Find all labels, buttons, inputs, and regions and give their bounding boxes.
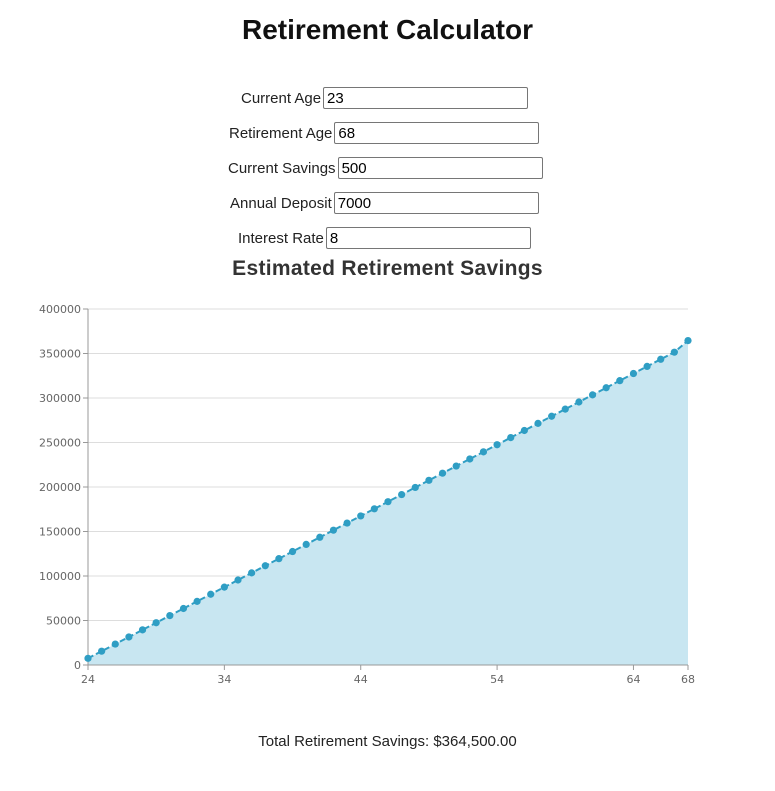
data-point-43 (670, 348, 678, 356)
total-savings: Total Retirement Savings: $364,500.00 (0, 733, 775, 750)
data-point-42 (657, 355, 665, 363)
interest-rate-label: Interest Rate (238, 229, 324, 247)
interest-rate-row: Interest Rate (238, 226, 531, 250)
data-point-26 (438, 469, 447, 477)
current-age-row: Current Age (241, 86, 529, 110)
y-tick-label-6: 300000 (39, 392, 81, 405)
current-age-label: Current Age (241, 89, 322, 107)
savings-chart: 0 50000 100000 150000 200000 250000 300000 3500… (39, 303, 695, 686)
data-point-38 (602, 384, 610, 392)
y-tick-label-4: 200000 (39, 481, 81, 494)
data-point-11 (234, 576, 242, 584)
data-point-14 (275, 555, 283, 563)
x-tick-label-0: 24 (81, 673, 95, 686)
data-point-19 (343, 519, 351, 527)
total-savings-label: Total Retirement Savings: (258, 733, 430, 750)
x-tick-label-2: 44 (354, 673, 368, 686)
data-point-13 (261, 562, 269, 570)
data-point-3 (125, 633, 133, 641)
current-age-input[interactable] (323, 87, 529, 109)
x-tick-label-5: 68 (681, 673, 695, 686)
data-point-20 (357, 512, 365, 520)
data-point-22 (384, 498, 392, 506)
data-point-5 (152, 619, 160, 627)
data-point-34 (548, 412, 556, 420)
data-point-32 (520, 426, 528, 435)
data-point-16 (302, 540, 310, 549)
y-tick-label-5: 250000 (39, 437, 81, 450)
data-point-27 (452, 462, 460, 470)
data-point-37 (588, 391, 597, 399)
data-point-7 (179, 604, 188, 613)
annual-deposit-input[interactable] (333, 192, 539, 214)
data-point-12 (248, 569, 256, 577)
annual-deposit-row: Annual Deposit (230, 191, 539, 215)
y-tick-label-2: 100000 (39, 570, 81, 583)
data-point-35 (561, 405, 569, 413)
data-point-10 (220, 583, 228, 591)
chart-title: Estimated Retirement Savings (232, 257, 543, 280)
page-title: Retirement Calculator (242, 14, 533, 45)
y-tick-label-1: 50000 (46, 615, 81, 628)
y-tick-label-8: 400000 (39, 303, 81, 316)
data-point-40 (629, 369, 638, 378)
retirement-age-input[interactable] (334, 122, 540, 144)
data-point-31 (507, 434, 515, 442)
retirement-age-label: Retirement Age (229, 124, 333, 142)
data-point-41 (643, 362, 651, 371)
x-tick-label-4: 64 (626, 673, 640, 686)
y-tick-label-0: 0 (74, 659, 81, 672)
data-point-25 (425, 476, 433, 484)
data-point-23 (398, 490, 406, 499)
data-point-21 (370, 505, 378, 513)
data-point-18 (329, 526, 338, 534)
data-point-6 (166, 612, 174, 620)
data-point-2 (111, 640, 119, 648)
data-point-4 (138, 626, 147, 634)
retirement-age-row: Retirement Age (229, 121, 540, 145)
data-point-17 (316, 533, 324, 541)
data-point-1 (98, 647, 106, 655)
x-tick-label-1: 34 (217, 673, 231, 686)
data-point-24 (411, 483, 419, 492)
data-point-30 (493, 441, 501, 449)
total-savings-value: $364,500.00 (433, 733, 517, 750)
data-point-9 (207, 590, 215, 598)
data-point-33 (534, 419, 542, 427)
data-point-28 (466, 455, 474, 463)
data-point-0 (84, 654, 92, 662)
current-savings-label: Current Savings (228, 159, 336, 177)
y-tick-label-7: 350000 (39, 348, 81, 361)
data-point-44 (684, 336, 692, 345)
current-savings-input[interactable] (337, 157, 543, 179)
data-point-8 (193, 597, 201, 605)
data-point-29 (479, 448, 488, 456)
data-point-15 (288, 547, 297, 556)
annual-deposit-label: Annual Deposit (230, 194, 332, 212)
data-point-36 (575, 398, 583, 406)
x-tick-label-3: 54 (490, 673, 504, 686)
y-tick-label-3: 150000 (39, 526, 81, 539)
data-point-39 (616, 377, 624, 385)
current-savings-row: Current Savings (228, 156, 543, 180)
interest-rate-input[interactable] (325, 227, 531, 249)
